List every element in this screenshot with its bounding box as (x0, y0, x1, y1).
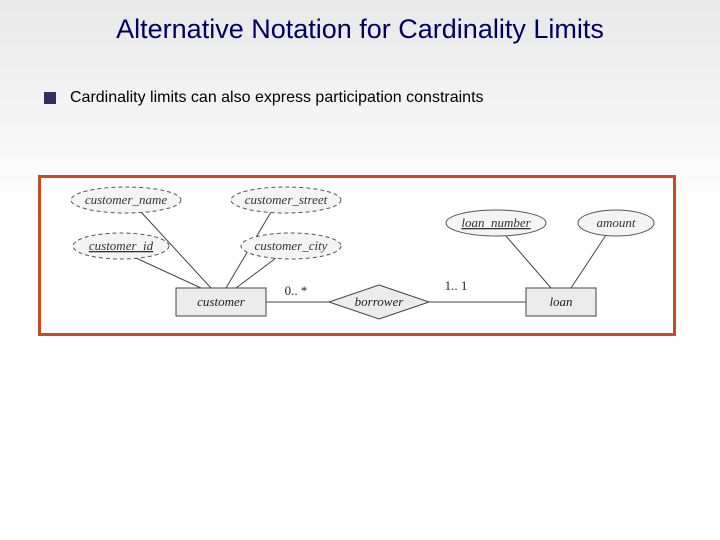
attr-label: customer_name (85, 192, 168, 207)
attr-label: loan_number (461, 215, 531, 230)
entity-label: customer (197, 294, 246, 309)
edge (506, 236, 551, 288)
cardinality-right: 1.. 1 (445, 278, 468, 293)
attr-label: customer_street (245, 192, 328, 207)
square-bullet-icon (44, 92, 56, 104)
er-diagram-svg: customer_name customer_street customer_i… (41, 178, 673, 333)
attr-label: amount (597, 215, 636, 230)
edge (571, 235, 606, 288)
bullet-item: Cardinality limits can also express part… (44, 89, 720, 107)
relationship-label: borrower (355, 294, 405, 309)
slide-title: Alternative Notation for Cardinality Lim… (0, 0, 720, 45)
edge (236, 258, 276, 288)
attr-label: customer_city (255, 238, 328, 253)
cardinality-left: 0.. * (285, 283, 308, 298)
attr-label: customer_id (89, 238, 154, 253)
entity-label: loan (549, 294, 572, 309)
edge (136, 258, 201, 288)
bullet-text: Cardinality limits can also express part… (70, 89, 484, 107)
er-diagram: customer_name customer_street customer_i… (38, 175, 676, 336)
